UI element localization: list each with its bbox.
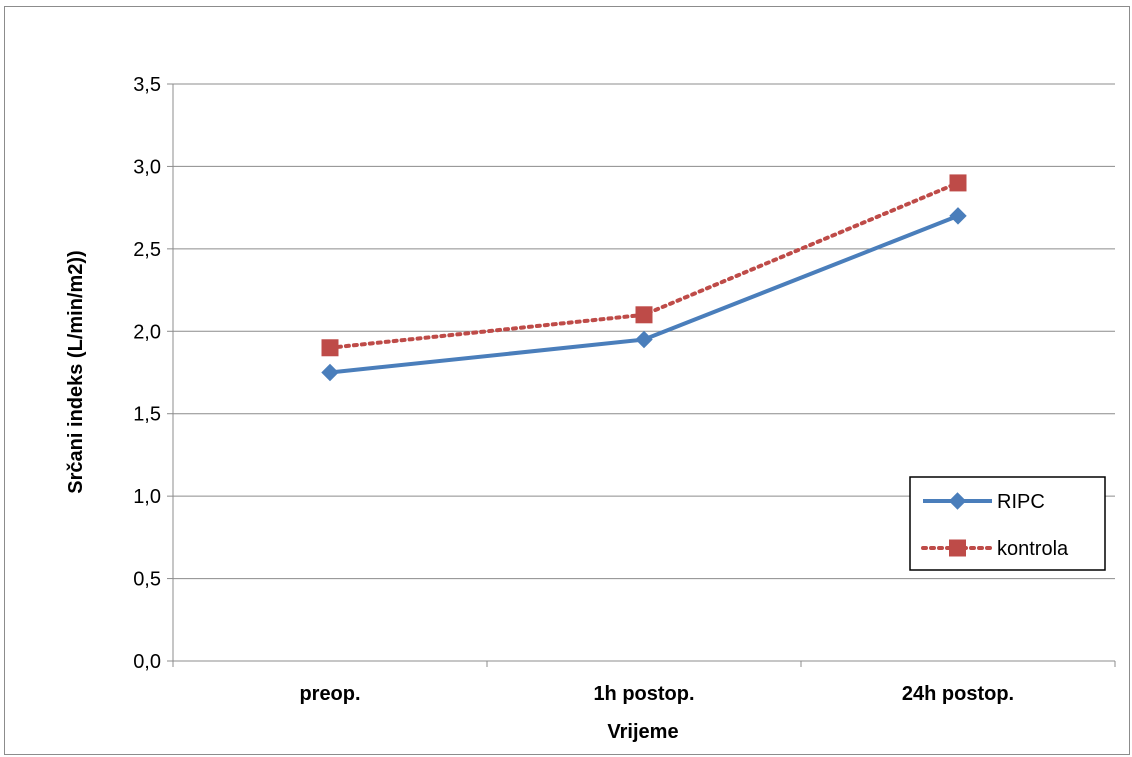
data-point xyxy=(949,174,967,192)
series-line xyxy=(329,214,959,375)
y-axis-title: Srčani indeks (L/min/m2)) xyxy=(65,250,87,493)
x-tick-label: preop. xyxy=(299,683,360,705)
y-tick-label: 3,0 xyxy=(133,156,161,178)
y-tick-label: 2,5 xyxy=(133,239,161,261)
axes xyxy=(167,83,1116,667)
legend-label: kontrola xyxy=(997,538,1069,560)
data-point xyxy=(949,207,967,225)
legend-marker xyxy=(948,492,967,510)
legend-label: RIPC xyxy=(997,491,1045,513)
y-tick-label: 1,5 xyxy=(133,404,161,426)
data-point xyxy=(321,339,339,357)
series-layer xyxy=(321,174,967,382)
data-point xyxy=(635,330,653,349)
legend: RIPC kontrola xyxy=(909,476,1106,571)
data-point xyxy=(635,306,653,324)
y-tick-label: 0,0 xyxy=(133,651,161,673)
legend-box xyxy=(909,476,1106,571)
x-tick-labels: preop. 1h postop. 24h postop. xyxy=(299,683,1014,705)
y-tick-label: 2,0 xyxy=(133,321,161,343)
data-point xyxy=(321,363,339,382)
y-tick-labels: 0,0 0,5 1,0 1,5 2,0 2,5 3,0 3,5 xyxy=(133,74,161,673)
x-tick-label: 24h postop. xyxy=(902,683,1014,705)
y-tick-label: 3,5 xyxy=(133,74,161,96)
legend-marker xyxy=(949,539,966,557)
series-kontrola xyxy=(321,174,967,357)
y-tick-label: 0,5 xyxy=(133,569,161,591)
chart-frame xyxy=(4,6,1130,755)
x-axis-title: Vrijeme xyxy=(607,721,678,743)
series-RIPC xyxy=(321,207,967,382)
y-tick-label: 1,0 xyxy=(133,486,161,508)
x-tick-label: 1h postop. xyxy=(593,683,694,705)
